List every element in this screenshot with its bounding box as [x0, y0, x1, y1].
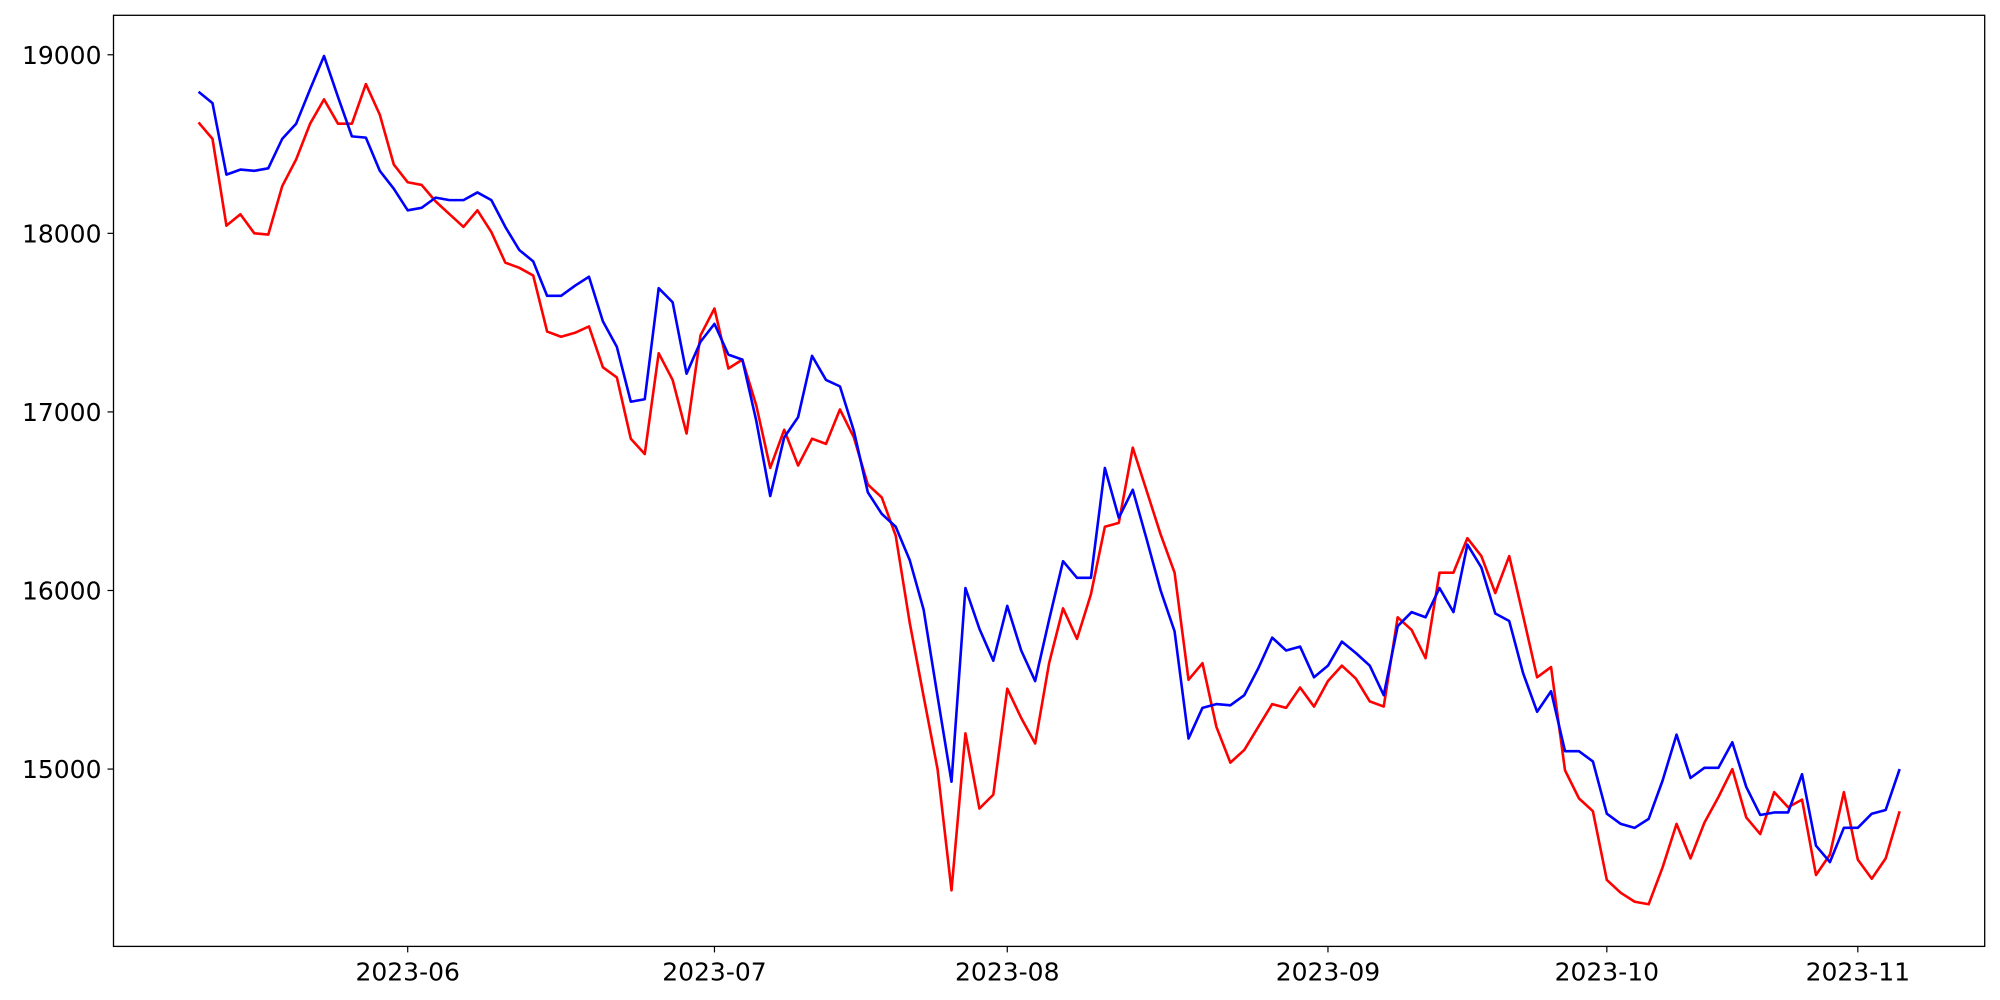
- y-tick-label: 19000: [22, 41, 102, 70]
- x-tick-label: 2023-07: [662, 957, 766, 986]
- y-tick-label: 16000: [22, 576, 102, 605]
- x-tick-label: 2023-09: [1276, 957, 1380, 986]
- x-tick-label: 2023-06: [355, 957, 459, 986]
- y-tick-label: 15000: [22, 755, 102, 784]
- plot-frame: [112, 14, 1986, 948]
- x-tick-label: 2023-10: [1555, 957, 1659, 986]
- line-series: [197, 54, 1901, 864]
- y-tick-label: 17000: [22, 398, 102, 427]
- x-tick-label: 2023-11: [1806, 957, 1910, 986]
- line-series: [197, 82, 1901, 906]
- x-tick-label: 2023-08: [955, 957, 1059, 986]
- y-tick-label: 18000: [22, 219, 102, 248]
